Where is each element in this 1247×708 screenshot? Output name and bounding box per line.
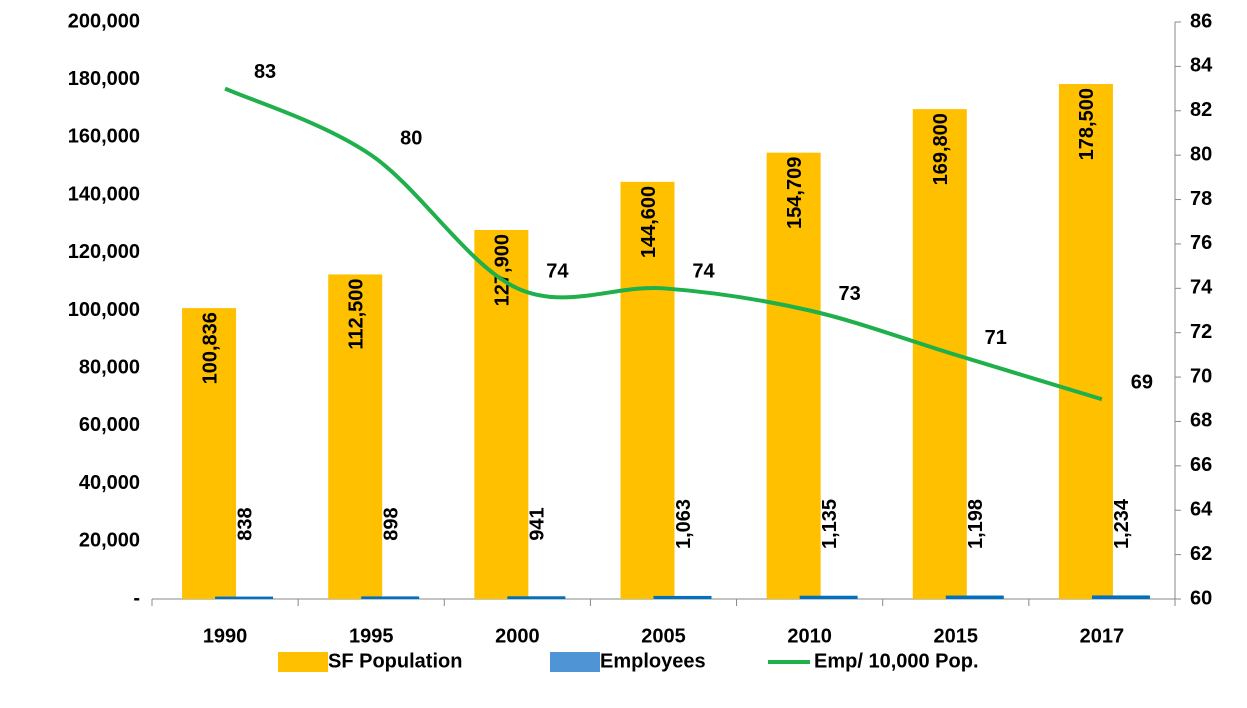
y2-tick-label: 74 bbox=[1190, 277, 1213, 299]
y-tick-label: 120,000 bbox=[68, 241, 140, 263]
x-tick-label: 1990 bbox=[203, 625, 248, 647]
data-label: 941 bbox=[527, 507, 549, 540]
bar bbox=[361, 596, 420, 599]
data-label: 71 bbox=[985, 327, 1007, 349]
y-tick-label: 40,000 bbox=[79, 472, 140, 494]
y-tick-label: - bbox=[133, 587, 140, 609]
y2-tick-label: 86 bbox=[1190, 10, 1212, 32]
y2-tick-label: 76 bbox=[1190, 232, 1212, 254]
bar bbox=[507, 596, 566, 599]
data-label: 1,135 bbox=[819, 499, 841, 549]
y-tick-label: 200,000 bbox=[68, 10, 140, 32]
y2-tick-label: 70 bbox=[1190, 365, 1212, 387]
y-tick-label: 80,000 bbox=[79, 356, 140, 378]
legend-swatch bbox=[550, 652, 600, 672]
x-tick-label: 2017 bbox=[1080, 625, 1125, 647]
legend-label: Employees bbox=[600, 650, 706, 672]
data-label: 178,500 bbox=[1076, 88, 1098, 160]
data-label: 112,500 bbox=[345, 278, 367, 349]
data-label: 74 bbox=[546, 261, 569, 283]
data-label: 898 bbox=[380, 507, 402, 540]
data-label: 74 bbox=[692, 261, 715, 283]
bar bbox=[620, 181, 675, 600]
y-tick-label: 180,000 bbox=[68, 68, 140, 90]
y-tick-label: 60,000 bbox=[79, 414, 140, 436]
bar bbox=[945, 595, 1004, 599]
bar bbox=[328, 274, 383, 599]
x-tick-label: 2015 bbox=[934, 625, 979, 647]
data-label: 83 bbox=[254, 61, 276, 83]
data-label: 154,709 bbox=[784, 157, 806, 229]
data-label: 100,836 bbox=[199, 312, 221, 384]
y-tick-label: 20,000 bbox=[79, 530, 140, 552]
x-tick-label: 2000 bbox=[495, 625, 540, 647]
data-label: 838 bbox=[234, 507, 256, 540]
bar bbox=[182, 308, 237, 599]
y2-tick-label: 64 bbox=[1190, 499, 1213, 521]
data-label: 69 bbox=[1131, 372, 1153, 394]
y2-tick-label: 84 bbox=[1190, 55, 1213, 77]
legend-label: Emp/ 10,000 Pop. bbox=[814, 650, 979, 672]
y2-tick-label: 62 bbox=[1190, 543, 1212, 565]
y-tick-label: 100,000 bbox=[68, 299, 140, 321]
data-label: 169,800 bbox=[930, 113, 952, 185]
data-label: 80 bbox=[400, 127, 422, 149]
bar bbox=[215, 596, 274, 599]
data-label: 1,234 bbox=[1111, 498, 1133, 549]
x-tick-label: 2010 bbox=[787, 625, 832, 647]
data-label: 144,600 bbox=[638, 186, 660, 258]
bar bbox=[653, 595, 712, 599]
line bbox=[224, 86, 1103, 402]
x-tick-label: 2005 bbox=[641, 625, 686, 647]
y-tick-label: 160,000 bbox=[68, 126, 140, 148]
x-tick-label: 1995 bbox=[349, 625, 394, 647]
data-label: 1,198 bbox=[965, 499, 987, 549]
y2-tick-label: 72 bbox=[1190, 321, 1212, 343]
bar bbox=[1091, 595, 1150, 599]
bar bbox=[1058, 84, 1113, 600]
y-tick-label: 140,000 bbox=[68, 183, 140, 205]
y2-tick-label: 78 bbox=[1190, 188, 1212, 210]
legend-swatch bbox=[278, 652, 328, 672]
data-label: 127,900 bbox=[492, 234, 514, 306]
y2-tick-label: 82 bbox=[1190, 99, 1212, 121]
y2-tick-label: 68 bbox=[1190, 410, 1212, 432]
y2-tick-label: 60 bbox=[1190, 587, 1212, 609]
y2-tick-label: 66 bbox=[1190, 454, 1212, 476]
data-label: 73 bbox=[839, 283, 861, 305]
data-label: 1,063 bbox=[673, 499, 695, 549]
bar bbox=[766, 152, 821, 599]
bar bbox=[474, 230, 529, 600]
y2-tick-label: 80 bbox=[1190, 143, 1212, 165]
bar bbox=[799, 595, 858, 599]
legend-label: SF Population bbox=[328, 650, 462, 672]
